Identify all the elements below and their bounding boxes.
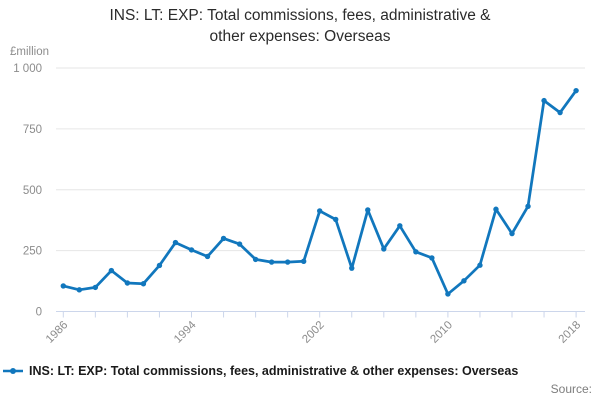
data-point-marker[interactable] bbox=[220, 235, 227, 242]
source-label: Source: bbox=[550, 382, 592, 396]
data-point-marker[interactable] bbox=[317, 208, 323, 214]
chart-title-line2: other expenses: Overseas bbox=[209, 27, 391, 45]
data-point-marker[interactable] bbox=[429, 255, 435, 261]
data-point-marker[interactable] bbox=[525, 203, 531, 210]
data-point-marker[interactable] bbox=[108, 267, 115, 274]
data-point-marker[interactable] bbox=[557, 109, 563, 116]
y-tick-label: 750 bbox=[23, 124, 42, 136]
legend-series-marker-icon bbox=[3, 368, 23, 374]
data-point-marker[interactable] bbox=[188, 247, 195, 253]
data-point-marker[interactable] bbox=[349, 265, 355, 271]
data-point-marker[interactable] bbox=[300, 258, 307, 265]
data-point-marker[interactable] bbox=[124, 280, 131, 286]
y-axis-unit-label: £million bbox=[10, 46, 49, 58]
data-point-marker[interactable] bbox=[284, 259, 291, 265]
legend-item[interactable]: INS: LT: EXP: Total commissions, fees, a… bbox=[2, 364, 518, 378]
data-point-marker[interactable] bbox=[381, 246, 387, 252]
series-line[interactable] bbox=[61, 89, 578, 296]
x-tick-label: 2010 bbox=[428, 319, 455, 346]
y-tick-label: 250 bbox=[23, 246, 42, 258]
x-tick-label: 2018 bbox=[557, 319, 584, 346]
chart-title-line1: INS: LT: EXP: Total commissions, fees, a… bbox=[109, 7, 491, 24]
data-point-marker[interactable] bbox=[236, 241, 243, 247]
legend-series-label: INS: LT: EXP: Total commissions, fees, a… bbox=[29, 364, 519, 378]
data-point-marker[interactable] bbox=[493, 206, 499, 212]
x-tick-label: 1994 bbox=[172, 319, 199, 346]
data-point-marker[interactable] bbox=[140, 281, 147, 287]
data-point-marker[interactable] bbox=[477, 262, 483, 268]
data-point-marker[interactable] bbox=[268, 259, 275, 265]
data-point-marker[interactable] bbox=[413, 249, 419, 255]
data-point-marker[interactable] bbox=[397, 223, 403, 229]
plot-area: 0 250 500 750 1 000 1986 1994 2002 2010 2018 bbox=[13, 63, 585, 346]
y-tick-label: 1 000 bbox=[13, 63, 42, 75]
x-tick-label: 2002 bbox=[300, 319, 327, 346]
y-tick-label: 500 bbox=[23, 185, 42, 197]
data-point-marker[interactable] bbox=[365, 207, 371, 213]
data-point-marker[interactable] bbox=[445, 291, 451, 297]
x-tick-label: 1986 bbox=[44, 319, 71, 346]
data-point-marker[interactable] bbox=[76, 287, 83, 293]
data-point-marker[interactable] bbox=[92, 284, 99, 291]
data-point-marker[interactable] bbox=[461, 278, 467, 284]
chart-title: INS: LT: EXP: Total commissions, fees, a… bbox=[0, 6, 600, 47]
data-point-marker[interactable] bbox=[172, 239, 179, 246]
data-point-marker[interactable] bbox=[333, 216, 339, 223]
data-point-marker[interactable] bbox=[573, 87, 579, 94]
data-point-marker[interactable] bbox=[60, 283, 66, 289]
data-point-marker[interactable] bbox=[509, 230, 515, 237]
data-point-marker[interactable] bbox=[541, 97, 547, 104]
y-tick-label: 0 bbox=[36, 307, 42, 319]
data-point-marker[interactable] bbox=[252, 256, 259, 263]
data-point-marker[interactable] bbox=[204, 253, 211, 260]
data-point-marker[interactable] bbox=[156, 262, 163, 269]
